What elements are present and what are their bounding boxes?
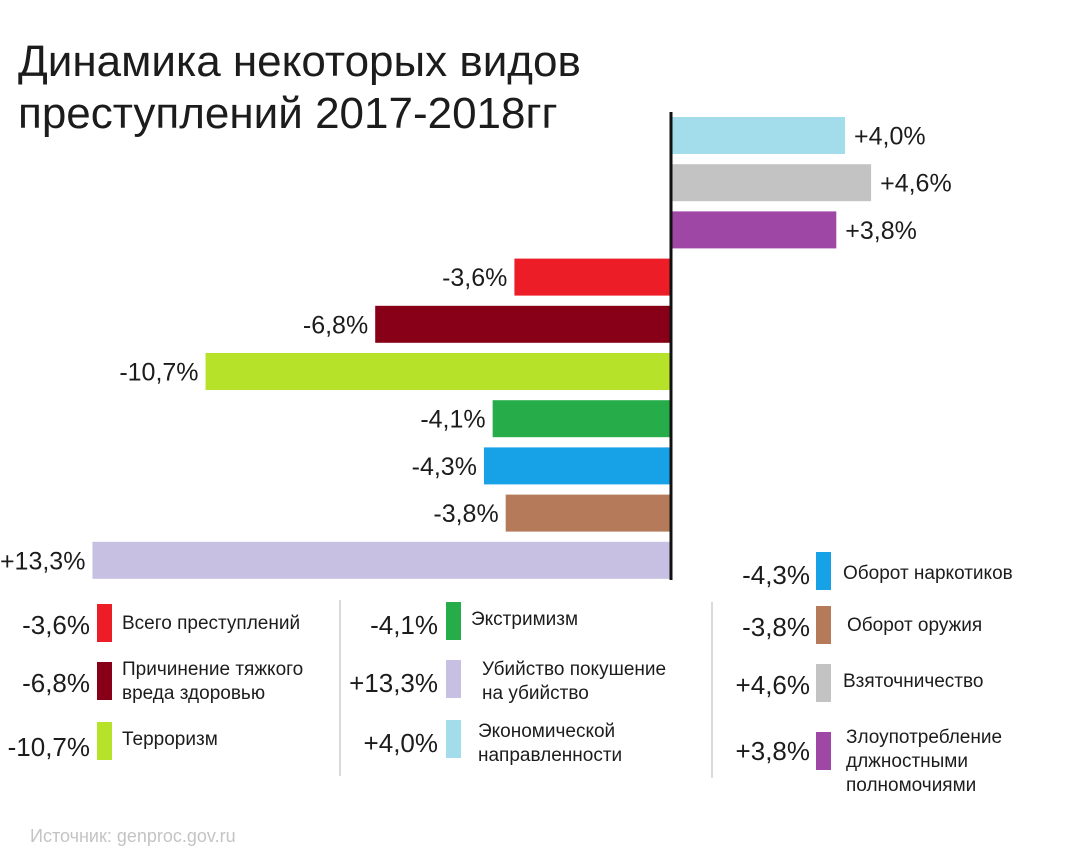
legend-swatch: [446, 602, 461, 640]
bar: [492, 400, 671, 438]
legend-swatch: [816, 552, 831, 590]
bar-value-label: -4,3%: [412, 453, 477, 481]
legend-swatch: [816, 606, 831, 644]
title-line-1: Динамика некоторых видов: [18, 37, 581, 86]
legend-label-line: Экстримизм: [471, 609, 579, 630]
bar: [671, 164, 872, 202]
legend-swatch: [446, 720, 461, 758]
legend-label-line: вреда здоровью: [122, 683, 266, 704]
legend-divider-1: [339, 600, 341, 776]
legend-swatch: [446, 660, 461, 698]
legend-value: +3,8%: [735, 736, 810, 766]
legend-swatch: [816, 732, 831, 770]
legend-label: Злоупотребление длжностными полномочиями: [846, 726, 1084, 798]
legend-label-line: Всего преступлений: [122, 613, 301, 634]
bar-chart: +4,0% +4,6% +3,8% -3,6% -6,8% -10,7% -4,1% -4,3…: [0, 112, 952, 580]
legend-label-line: на убийство: [482, 683, 589, 704]
legend-value: -3,8%: [742, 612, 810, 642]
bar: [483, 447, 671, 485]
legend-label: Убийство покушение на убийство: [482, 658, 712, 706]
legend-value: +4,6%: [735, 670, 810, 700]
legend-value: -10,7%: [7, 732, 90, 762]
legend-label-line: длжностными: [846, 751, 968, 772]
legend-swatch: [816, 664, 831, 702]
legend-label: Взяточничество: [843, 670, 1083, 694]
bar-value-label: +3,8%: [845, 217, 917, 245]
bar-value-label: -6,8%: [303, 311, 368, 339]
bar: [375, 305, 671, 343]
legend-value: -4,3%: [742, 560, 810, 590]
legend-label: Причинение тяжкого вреда здоровью: [122, 658, 342, 706]
bar: [671, 211, 837, 249]
bar-value-label: -3,6%: [442, 264, 507, 292]
legend-label-line: Взяточничество: [843, 671, 984, 692]
legend-label: Оборот оружия: [847, 614, 1084, 638]
bar-value-label: +4,0%: [854, 123, 926, 151]
legend-value: +13,3%: [349, 668, 438, 698]
legend-value: -3,6%: [22, 610, 90, 640]
bar-value-label: -4,1%: [420, 406, 485, 434]
legend-swatch: [97, 722, 112, 760]
legend-value: +4,0%: [363, 728, 438, 758]
legend-swatch: [97, 662, 112, 700]
legend-label: Оборот наркотиков: [843, 562, 1083, 586]
bar: [514, 258, 671, 296]
bar-value-label: +13,3%: [0, 547, 85, 575]
legend-label: Всего преступлений: [122, 612, 342, 636]
source-note: Источник: genproc.gov.ru: [30, 826, 236, 846]
bar: [92, 541, 671, 579]
bar: [205, 353, 672, 390]
legend-swatch: [97, 604, 112, 642]
legend-label-line: Оборот оружия: [847, 615, 983, 636]
title-line-2: преступлений 2017-2018гг: [18, 89, 558, 138]
legend-label: Экономической направленности: [478, 720, 708, 768]
legend-label-line: Причинение тяжкого: [122, 659, 304, 680]
legend-label-line: полномочиями: [846, 775, 977, 796]
legend-column-2: -4,1% Экстримизм +13,3% Убийство покушен…: [345, 600, 705, 780]
bar: [671, 117, 845, 154]
legend-label: Экстримизм: [471, 608, 701, 632]
legend-value: -4,1%: [370, 610, 438, 640]
legend-label-line: Убийство покушение: [482, 659, 667, 680]
bar-value-label: -3,8%: [433, 500, 498, 528]
bar: [505, 494, 671, 532]
chart-title: Динамика некоторых видов преступлений 20…: [18, 36, 678, 140]
legend-column-3: -4,3% Оборот наркотиков -3,8% Оборот ору…: [715, 548, 1084, 798]
legend-value: -6,8%: [22, 668, 90, 698]
bar-value-label: -10,7%: [119, 359, 198, 387]
legend-label-line: Злоупотребление: [846, 727, 1003, 748]
legend-column-1: -3,6% Всего преступлений -6,8% Причинени…: [0, 600, 335, 780]
legend-divider-2: [711, 602, 713, 778]
bar-value-label: +4,6%: [880, 170, 952, 198]
legend-label-line: Экономической: [478, 721, 616, 742]
legend-label-line: Оборот наркотиков: [843, 563, 1013, 584]
legend-label: Терроризм: [122, 728, 342, 752]
legend-label-line: направленности: [478, 745, 623, 766]
legend-label-line: Терроризм: [122, 729, 218, 750]
